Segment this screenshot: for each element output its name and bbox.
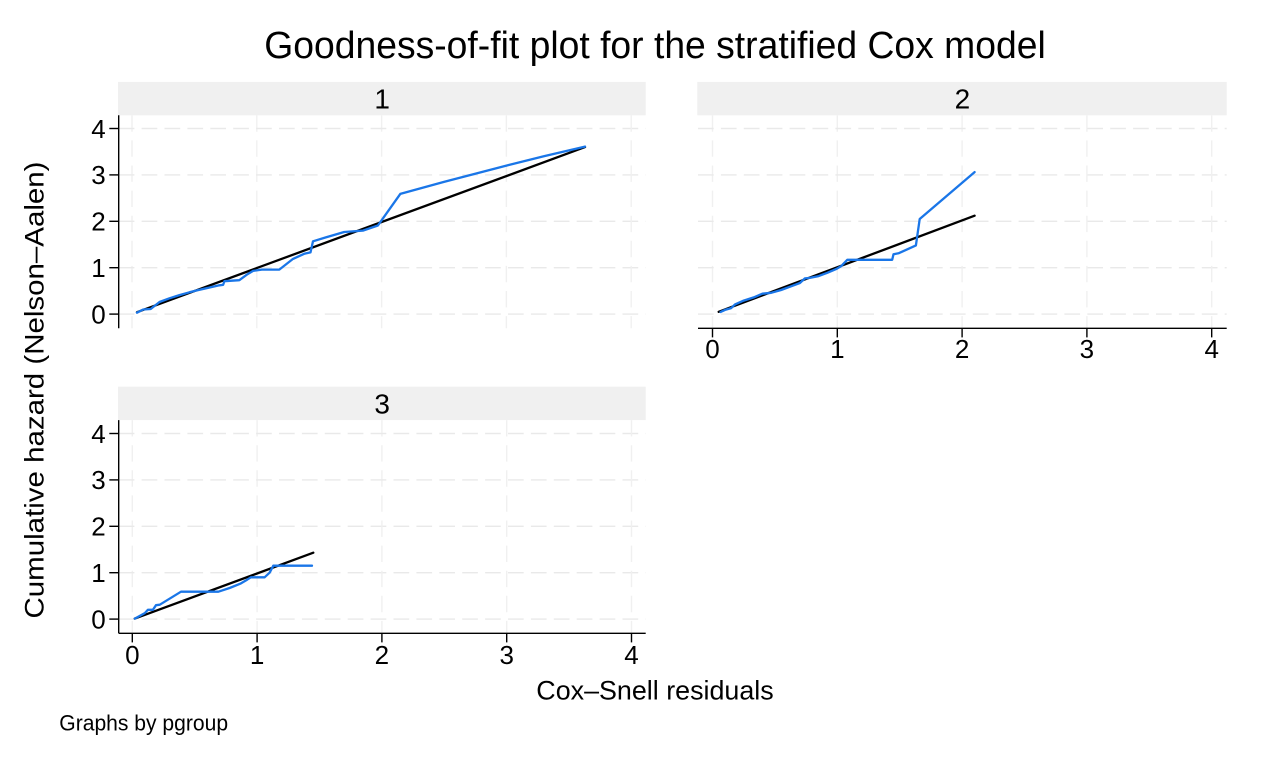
svg-text:Graphs by pgroup: Graphs by pgroup — [59, 711, 228, 736]
svg-text:3: 3 — [91, 160, 105, 190]
svg-text:3: 3 — [374, 388, 390, 419]
svg-text:1: 1 — [91, 558, 105, 588]
svg-text:2: 2 — [955, 84, 971, 115]
svg-text:0: 0 — [91, 299, 105, 329]
svg-text:1: 1 — [91, 253, 105, 283]
svg-text:0: 0 — [91, 604, 105, 634]
svg-text:2: 2 — [955, 334, 969, 364]
svg-text:4: 4 — [91, 419, 105, 449]
svg-text:4: 4 — [624, 640, 638, 670]
svg-text:3: 3 — [1080, 334, 1094, 364]
svg-text:3: 3 — [91, 465, 105, 495]
svg-text:2: 2 — [375, 640, 389, 670]
svg-text:0: 0 — [705, 334, 719, 364]
svg-text:Cox–Snell residuals: Cox–Snell residuals — [536, 676, 773, 706]
svg-text:0: 0 — [125, 640, 139, 670]
svg-text:2: 2 — [91, 512, 105, 542]
svg-text:3: 3 — [499, 640, 513, 670]
svg-text:4: 4 — [1204, 334, 1218, 364]
svg-text:4: 4 — [91, 114, 105, 144]
svg-text:1: 1 — [250, 640, 264, 670]
svg-text:Goodness-of-fit plot for the s: Goodness-of-fit plot for the stratified … — [264, 25, 1046, 67]
svg-text:1: 1 — [374, 84, 390, 115]
svg-text:1: 1 — [830, 334, 844, 364]
svg-text:Cumulative hazard (Nelson–Aale: Cumulative hazard (Nelson–Aalen) — [20, 162, 50, 619]
svg-text:2: 2 — [91, 207, 105, 237]
